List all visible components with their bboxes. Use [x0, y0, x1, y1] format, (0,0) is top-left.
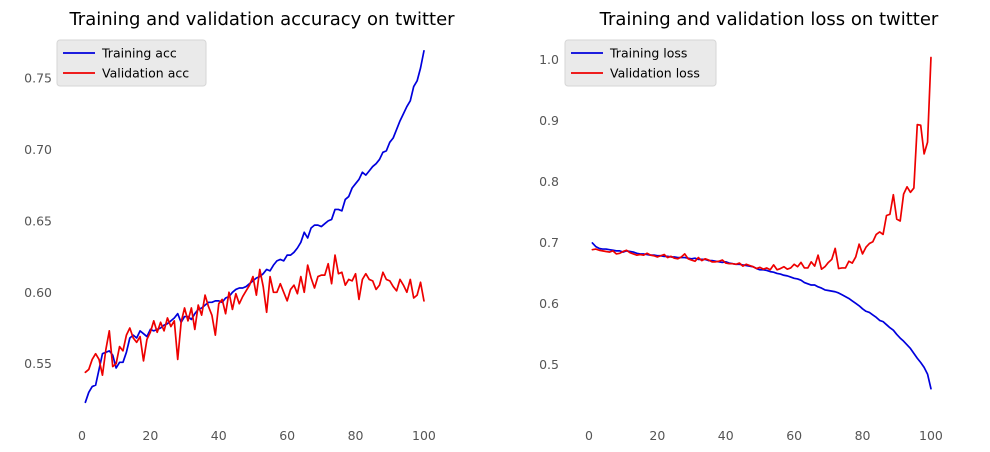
- loss-lines: [591, 56, 932, 390]
- accuracy-legend: Training acc Validation acc: [56, 39, 207, 87]
- series-line-training-acc: [84, 50, 425, 404]
- accuracy-chart-title: Training and validation accuracy on twit…: [68, 9, 455, 30]
- accuracy-ytick-label: 0.75: [24, 71, 52, 86]
- accuracy-ytick-label: 0.60: [24, 285, 52, 300]
- accuracy-chart: Training and validation accuracy on twit…: [24, 9, 455, 443]
- accuracy-xtick-label: 0: [78, 428, 86, 443]
- loss-xtick-label: 100: [919, 428, 943, 443]
- loss-legend-box: [564, 39, 717, 87]
- accuracy-xtick-label: 40: [211, 428, 227, 443]
- loss-xtick-label: 0: [585, 428, 593, 443]
- accuracy-ytick-label: 0.70: [24, 142, 52, 157]
- accuracy-legend-box: [56, 39, 207, 87]
- loss-ytick-label: 1.0: [539, 52, 559, 67]
- accuracy-ytick-label: 0.65: [24, 213, 52, 228]
- legend-label-validation-acc: Validation acc: [102, 66, 189, 81]
- legend-label-validation-loss: Validation loss: [610, 66, 700, 81]
- loss-ticks: 0.5 0.6 0.7 0.8 0.9 1.0 0 20 40 60 80 100: [539, 52, 943, 443]
- loss-chart: Training and validation loss on twitter …: [539, 9, 943, 443]
- series-line-validation-loss: [591, 56, 932, 271]
- loss-xtick-label: 20: [649, 428, 665, 443]
- loss-xtick-label: 40: [718, 428, 734, 443]
- accuracy-xtick-label: 80: [348, 428, 364, 443]
- accuracy-xtick-label: 60: [279, 428, 295, 443]
- loss-ytick-label: 0.6: [539, 296, 559, 311]
- accuracy-lines: [84, 50, 425, 404]
- accuracy-xtick-label: 20: [142, 428, 158, 443]
- loss-legend: Training loss Validation loss: [564, 39, 717, 87]
- accuracy-xtick-label: 100: [412, 428, 436, 443]
- loss-xtick-label: 60: [786, 428, 802, 443]
- legend-label-training-loss: Training loss: [609, 46, 687, 61]
- loss-ytick-label: 0.7: [539, 235, 559, 250]
- loss-ytick-label: 0.9: [539, 113, 559, 128]
- accuracy-ticks: 0.55 0.60 0.65 0.70 0.75 0 20 40 60 80 100: [24, 71, 436, 444]
- loss-ytick-label: 0.8: [539, 174, 559, 189]
- legend-label-training-acc: Training acc: [101, 46, 177, 61]
- loss-ytick-label: 0.5: [539, 357, 559, 372]
- loss-chart-title: Training and validation loss on twitter: [599, 9, 939, 30]
- series-line-validation-acc: [84, 254, 425, 376]
- loss-xtick-label: 80: [855, 428, 871, 443]
- accuracy-ytick-label: 0.55: [24, 356, 52, 371]
